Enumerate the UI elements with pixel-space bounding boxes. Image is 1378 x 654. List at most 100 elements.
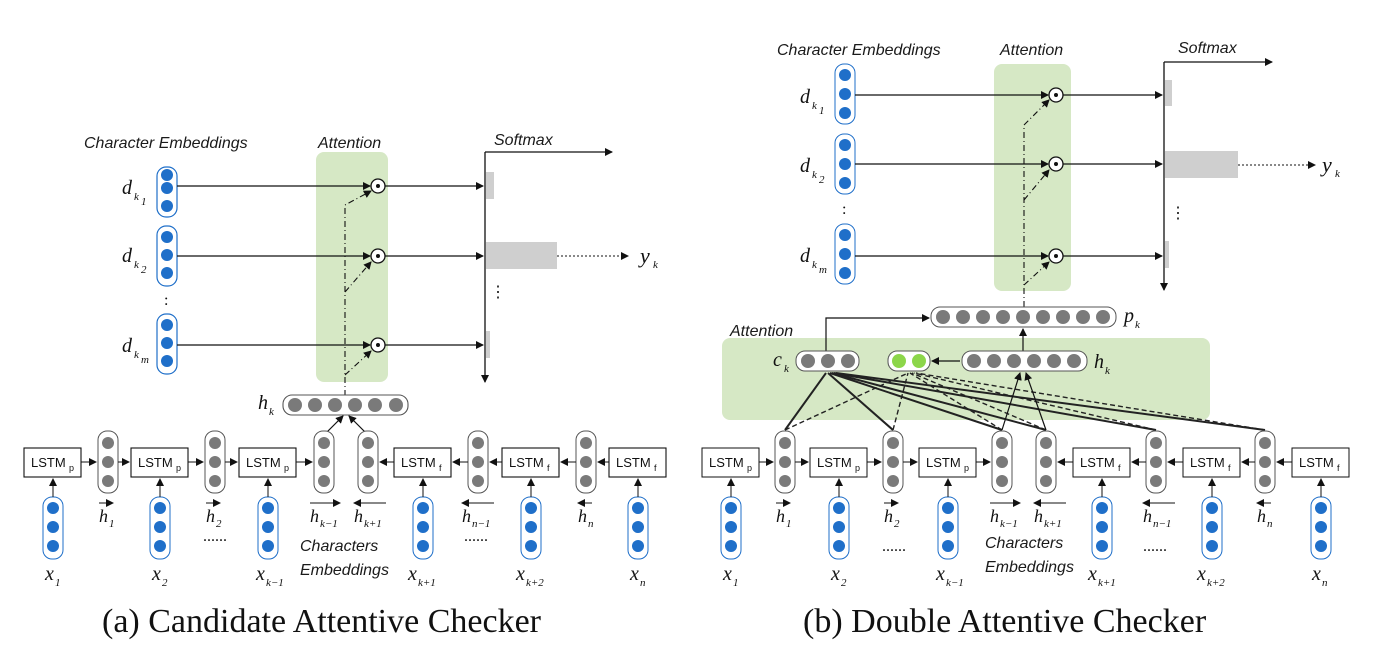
x-sub-b2: 2 [841, 577, 847, 589]
h-bot-sub-3: k−1 [320, 518, 338, 530]
hidden-3 [313, 430, 335, 494]
lstm-p-3: LSTM p [238, 447, 297, 478]
input-b-xk+2 [1201, 496, 1223, 560]
h-bot-b5-sub: n−1 [1153, 518, 1171, 530]
hidden-b2 [882, 430, 904, 494]
attention-title-b: Attention [999, 42, 1063, 59]
panel-b: Character Embeddings Attention Softmax y… [722, 40, 1341, 431]
panel-a: Character Embeddings Attention Softmax y… [84, 132, 659, 435]
input-b-x1 [720, 496, 742, 560]
green-vector [887, 350, 931, 372]
d-sub-b2-idx: 2 [819, 174, 825, 186]
svg-text:p: p [176, 463, 181, 473]
attention-box [316, 152, 388, 382]
svg-text:LSTM: LSTM [401, 455, 436, 470]
x-label-5: x [515, 563, 525, 585]
softmax-bar-b2 [1165, 151, 1238, 178]
y-sub-b: k [1335, 168, 1341, 180]
d-sub-2-index: 2 [141, 264, 147, 276]
pk-sub: k [1135, 319, 1141, 331]
svg-text:LSTM: LSTM [509, 455, 544, 470]
char-embedding-d1 [156, 166, 178, 218]
x-label-b5: x [1196, 563, 1206, 585]
svg-text:p: p [69, 463, 74, 473]
hidden-b6 [1254, 430, 1276, 494]
hidden-6 [575, 430, 597, 494]
svg-text:LSTM: LSTM [709, 455, 744, 470]
char-embedding-bm [834, 223, 856, 285]
softmax-bar-b1 [1165, 80, 1172, 106]
input-b-xn [1310, 496, 1332, 560]
d-sub-b1-idx: 1 [819, 105, 825, 117]
h-bot-3: h [310, 506, 319, 526]
d-sub-bm: k [812, 259, 818, 271]
x-label-b3: x [935, 563, 945, 585]
h-bot-4: h [354, 506, 363, 526]
input-xn [627, 496, 649, 560]
svg-text:p: p [284, 463, 289, 473]
softmax-bar-2 [486, 242, 557, 269]
h-bot-2: h [206, 506, 215, 526]
x-label-b2: x [830, 563, 840, 585]
chars-emb-b-2: Embeddings [985, 559, 1074, 576]
hk-vector [282, 394, 409, 416]
hk-label-b: h [1094, 351, 1104, 373]
y-label: y [638, 243, 650, 268]
d-sub-m: k [134, 349, 140, 361]
odot-1 [370, 178, 386, 194]
panel-a-lstm-row: LSTM p LSTM p LSTM p LSTM f LSTM f LSTM f [23, 430, 667, 589]
odot-2 [370, 248, 386, 264]
softmax-title-b: Softmax [1178, 40, 1238, 57]
svg-text:LSTM: LSTM [138, 455, 173, 470]
attention-box-top-b [994, 64, 1071, 291]
attn-path-b3 [1023, 261, 1050, 286]
attention-title: Attention [317, 135, 381, 152]
lstm-f-1: LSTM f [393, 447, 452, 478]
hidden-1 [97, 430, 119, 494]
vdots-softmax-b: ⋮ [1170, 205, 1186, 222]
d-sub-1-index: 1 [141, 196, 147, 208]
svg-text:p: p [747, 463, 752, 473]
ellipsis-b1: ...... [882, 538, 906, 555]
hidden-2 [204, 430, 226, 494]
softmax-bar-b3 [1165, 241, 1169, 268]
chars-emb-a-1: Characters [300, 538, 378, 555]
attn-path-b1 [1023, 99, 1050, 307]
chars-emb-a-2: Embeddings [300, 562, 389, 579]
d-sub-b1: k [812, 100, 818, 112]
d-sub-m-index: m [141, 354, 149, 366]
svg-text:LSTM: LSTM [1190, 455, 1225, 470]
attn-fan-dashed [784, 372, 1266, 431]
vdots-softmax: ⋮ [490, 284, 506, 301]
odot-b1 [1048, 87, 1064, 103]
char-embedding-d2 [156, 225, 178, 287]
char-embedding-b1 [834, 63, 856, 125]
lstm-f-b3: LSTM f [1291, 447, 1350, 478]
h-bot-6: h [578, 506, 587, 526]
hidden-5 [467, 430, 489, 494]
h-bot-b2-sub: 2 [894, 518, 900, 530]
svg-text:p: p [964, 463, 969, 473]
hidden-b1 [774, 430, 796, 494]
svg-text:LSTM: LSTM [926, 455, 961, 470]
odot-b2 [1048, 156, 1064, 172]
svg-text:f: f [439, 463, 442, 473]
svg-text:f: f [547, 463, 550, 473]
softmax-title: Softmax [494, 132, 554, 149]
d-sub-2: k [134, 259, 140, 271]
h-bot-sub-6: n [588, 518, 594, 530]
softmax-bar-3 [486, 331, 490, 358]
char-embedding-b2 [834, 133, 856, 195]
input-b-x2 [828, 496, 850, 560]
ck-to-pk [825, 314, 930, 352]
x-sub-2: 2 [162, 577, 168, 589]
h-bot-b3: h [990, 506, 999, 526]
h-bot-b1-sub: 1 [786, 518, 792, 530]
lstm-f-b2: LSTM f [1182, 447, 1241, 478]
hk-sub-b: k [1105, 365, 1111, 377]
caption-a: (a) Candidate Attentive Checker [102, 603, 542, 640]
lstm-p-2: LSTM p [130, 447, 189, 478]
lstm-f-b1: LSTM f [1072, 447, 1131, 478]
